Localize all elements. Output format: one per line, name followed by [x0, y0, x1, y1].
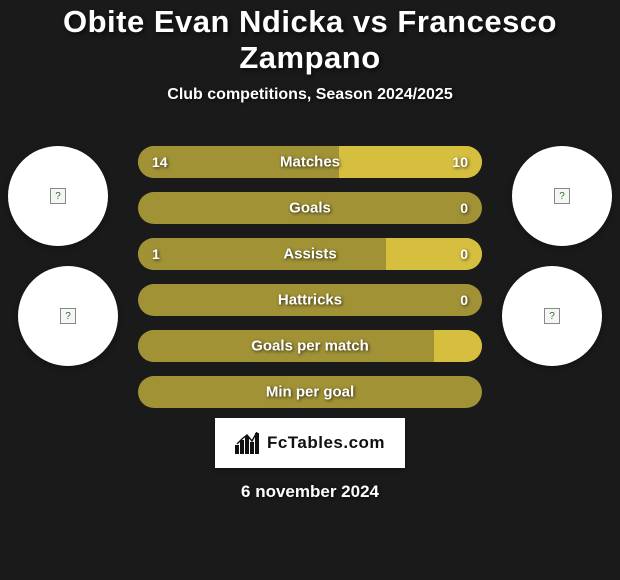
bar-left-segment	[138, 238, 386, 270]
image-placeholder-icon: ?	[554, 188, 570, 204]
stat-bar: Assists 1 0	[138, 238, 482, 270]
fctables-logo-icon	[235, 432, 261, 454]
date-label: 6 november 2024	[0, 482, 620, 502]
left-circles-column: ? ?	[8, 146, 108, 366]
right-circles-column: ? ?	[512, 146, 612, 366]
bar-label: Min per goal	[266, 384, 354, 401]
bar-label: Goals	[289, 200, 331, 217]
bar-label: Goals per match	[251, 338, 369, 355]
subtitle: Club competitions, Season 2024/2025	[0, 86, 620, 104]
main-row: ? ? Matches1410Goals0Assists10Hattricks0…	[0, 146, 620, 408]
team-logo-left-bottom: ?	[18, 266, 118, 366]
stat-bar: Goals 0	[138, 192, 482, 224]
comparison-infographic: Obite Evan Ndicka vs Francesco Zampano C…	[0, 0, 620, 502]
bar-value-left: 14	[152, 154, 168, 170]
bar-value-right: 0	[460, 200, 468, 216]
bar-value-left: 1	[152, 246, 160, 262]
bar-label: Assists	[283, 246, 336, 263]
bar-value-right: 0	[460, 292, 468, 308]
bar-value-right: 10	[452, 154, 468, 170]
player-avatar-right-top: ?	[512, 146, 612, 246]
stat-bar: Hattricks 0	[138, 284, 482, 316]
page-title: Obite Evan Ndicka vs Francesco Zampano	[0, 4, 620, 76]
bar-label: Matches	[280, 154, 340, 171]
stat-bar: Min per goal	[138, 376, 482, 408]
team-logo-right-bottom: ?	[502, 266, 602, 366]
stat-bar: Goals per match	[138, 330, 482, 362]
bar-label: Hattricks	[278, 292, 342, 309]
player-avatar-left-top: ?	[8, 146, 108, 246]
comparison-bars: Matches1410Goals0Assists10Hattricks0Goal…	[108, 146, 512, 408]
image-placeholder-icon: ?	[50, 188, 66, 204]
image-placeholder-icon: ?	[60, 308, 76, 324]
bar-value-right: 0	[460, 246, 468, 262]
stat-bar: Matches 14 10	[138, 146, 482, 178]
brand-text: FcTables.com	[267, 433, 385, 453]
image-placeholder-icon: ?	[544, 308, 560, 324]
branding-badge: FcTables.com	[215, 418, 405, 468]
bar-right-segment	[434, 330, 482, 362]
